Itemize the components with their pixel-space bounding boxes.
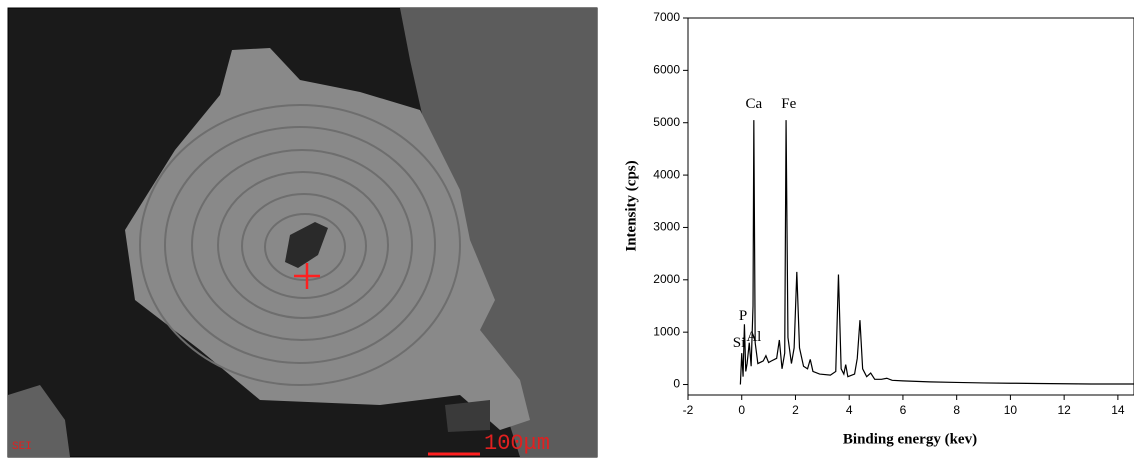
y-tick-label: 7000	[653, 10, 680, 24]
plot-frame	[687, 17, 1134, 396]
sem-grain-left	[8, 385, 70, 457]
sem-ooid	[125, 48, 530, 430]
y-axis-title: Intensity (cps)	[623, 160, 639, 251]
y-tick-label: 5000	[653, 115, 680, 129]
y-tick-label: 4000	[653, 167, 680, 181]
sem-image: SEI 100μm	[7, 7, 598, 458]
x-tick-label: 8	[953, 403, 960, 417]
x-tick-label: 4	[846, 403, 853, 417]
sem-rings	[139, 104, 461, 386]
x-tick-label: -2	[683, 403, 694, 417]
x-axis-title: Binding energy (kev)	[843, 431, 977, 447]
peak-label: Al	[746, 329, 761, 345]
sem-label: SEI	[12, 441, 32, 453]
sem-core	[285, 222, 328, 268]
x-tick-label: 14	[1111, 403, 1125, 417]
x-tick-label: 10	[1004, 403, 1018, 417]
y-tick-label: 1000	[653, 324, 680, 338]
y-tick-label: 6000	[653, 63, 680, 77]
peak-label: Si	[733, 335, 746, 351]
sem-pore	[445, 400, 490, 432]
peak-label: Fe	[781, 96, 796, 112]
x-tick-label: 6	[900, 403, 907, 417]
sem-grain-right	[400, 8, 597, 457]
x-tick-label: 12	[1057, 403, 1071, 417]
peak-label: Ca	[745, 96, 762, 112]
y-tick-label: 2000	[653, 272, 680, 286]
y-tick-label: 0	[673, 377, 680, 391]
sem-marker	[294, 263, 320, 289]
spectrum-line	[739, 120, 1134, 385]
x-tick-label: 2	[792, 403, 799, 417]
x-tick-label: 0	[738, 403, 745, 417]
scale-bar-label: 100μm	[484, 431, 550, 456]
peak-label: P	[739, 308, 747, 324]
y-tick-label: 3000	[653, 220, 680, 234]
